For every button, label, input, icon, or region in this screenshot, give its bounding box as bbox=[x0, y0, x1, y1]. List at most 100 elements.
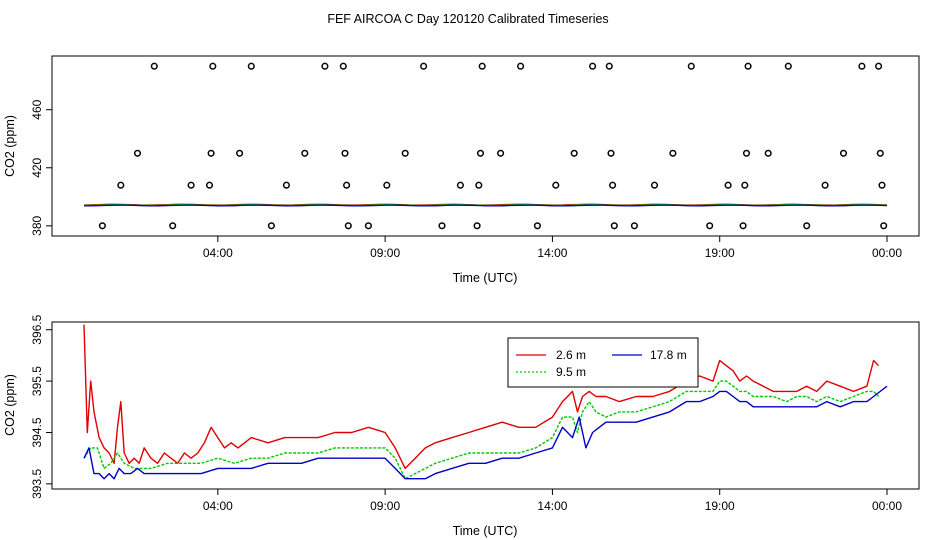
x-axis-title: Time (UTC) bbox=[453, 524, 518, 538]
series-line-9-5-m bbox=[83, 380, 880, 480]
legend-label-17-8m: 17.8 m bbox=[650, 348, 687, 362]
y-tick-label: 380 bbox=[30, 216, 44, 236]
standard-marker bbox=[282, 181, 290, 189]
x-tick-label: 09:00 bbox=[370, 246, 400, 260]
standard-marker bbox=[341, 149, 349, 157]
y-tick-label: 420 bbox=[30, 157, 44, 177]
standard-marker bbox=[650, 181, 659, 189]
x-tick-label: 19:00 bbox=[705, 499, 735, 513]
standard-marker bbox=[364, 222, 372, 230]
standard-marker bbox=[339, 62, 347, 70]
standard-marker bbox=[420, 62, 428, 70]
standard-marker bbox=[301, 149, 309, 157]
x-tick-label: 19:00 bbox=[705, 246, 735, 260]
standard-marker bbox=[473, 222, 481, 230]
standard-marker bbox=[321, 62, 329, 70]
x-tick-label: 00:00 bbox=[872, 499, 902, 513]
x-tick-label: 09:00 bbox=[370, 499, 400, 513]
standard-marker bbox=[784, 62, 792, 70]
standard-marker bbox=[98, 222, 106, 230]
standard-marker bbox=[744, 62, 752, 70]
y-axis-title: CO2 (ppm) bbox=[3, 115, 17, 177]
x-tick-label: 04:00 bbox=[203, 246, 233, 260]
standard-marker bbox=[630, 222, 638, 230]
series-lines bbox=[83, 203, 888, 207]
y-tick-label: 460 bbox=[30, 99, 44, 119]
standard-marker bbox=[669, 149, 677, 157]
standard-marker bbox=[383, 181, 391, 189]
x-tick-label: 04:00 bbox=[203, 499, 233, 513]
legend-label-2-6m: 2.6 m bbox=[556, 348, 586, 362]
standard-marker bbox=[687, 62, 695, 70]
standard-marker bbox=[187, 181, 195, 189]
standard-marker bbox=[205, 181, 214, 189]
standard-marker bbox=[880, 222, 888, 230]
standard-marker bbox=[209, 62, 217, 70]
standard-marker bbox=[724, 181, 732, 189]
x-axis: 04:00 09:00 14:00 19:00 00:00 bbox=[203, 489, 902, 513]
standard-marker bbox=[517, 62, 525, 70]
standard-marker bbox=[764, 149, 772, 157]
legend-label-9-5m: 9.5 m bbox=[556, 365, 586, 379]
standard-marker bbox=[169, 222, 177, 230]
x-tick-label: 14:00 bbox=[537, 499, 567, 513]
standard-marker bbox=[475, 181, 483, 189]
standard-marker bbox=[741, 181, 749, 189]
plot-frame bbox=[51, 321, 920, 490]
standard-marker bbox=[803, 222, 811, 230]
standard-marker bbox=[401, 149, 409, 157]
standard-marker bbox=[875, 62, 883, 70]
series-line-17-8-m bbox=[83, 204, 888, 207]
x-axis: 04:00 09:00 14:00 19:00 00:00 bbox=[203, 236, 902, 260]
standard-marker bbox=[133, 149, 142, 157]
y-axis-title: CO2 (ppm) bbox=[3, 374, 17, 436]
standard-marker bbox=[742, 149, 751, 157]
standard-marker bbox=[839, 149, 848, 157]
standard-marker bbox=[706, 222, 714, 230]
standard-marker bbox=[236, 149, 244, 157]
standard-marker bbox=[552, 181, 560, 189]
plot-frame bbox=[51, 55, 920, 237]
x-tick-label: 14:00 bbox=[537, 246, 567, 260]
standard-marker bbox=[267, 222, 275, 230]
series-line-17-8-m bbox=[83, 385, 888, 480]
standard-marker bbox=[478, 62, 486, 70]
standard-marker bbox=[610, 222, 618, 230]
standard-marker bbox=[207, 149, 215, 157]
standard-marker bbox=[150, 62, 158, 70]
standard-marker bbox=[609, 181, 617, 189]
standard-markers bbox=[98, 62, 888, 230]
standard-marker bbox=[858, 62, 866, 70]
standard-marker bbox=[589, 62, 597, 70]
standard-marker bbox=[607, 149, 615, 157]
standard-marker bbox=[117, 181, 125, 189]
standard-marker bbox=[821, 181, 829, 189]
legend: 2.6 m 9.5 m 17.8 m bbox=[507, 337, 699, 388]
series-lines bbox=[83, 324, 888, 480]
standard-marker bbox=[476, 149, 485, 157]
standard-marker bbox=[344, 222, 352, 230]
standard-marker bbox=[456, 181, 464, 189]
raw-ppm-panel: 04:00 09:00 14:00 19:00 00:00 380 420 460 Time… bbox=[3, 55, 920, 285]
standard-marker bbox=[876, 149, 884, 157]
standard-marker bbox=[739, 222, 747, 230]
standard-marker bbox=[438, 222, 446, 230]
y-tick-label: 394.5 bbox=[30, 417, 44, 447]
standard-marker bbox=[570, 149, 578, 157]
legend-box bbox=[507, 337, 699, 388]
figure-title: FEF AIRCOA C Day 120120 Calibrated Times… bbox=[327, 12, 608, 26]
standard-marker bbox=[497, 149, 505, 157]
standard-marker bbox=[605, 62, 613, 70]
x-tick-label: 00:00 bbox=[872, 246, 902, 260]
standard-marker bbox=[343, 181, 351, 189]
standard-marker bbox=[247, 62, 255, 70]
y-axis: 380 420 460 bbox=[30, 99, 52, 236]
standard-marker bbox=[878, 181, 886, 189]
x-axis-title: Time (UTC) bbox=[453, 271, 518, 285]
smoothed-ppm-panel: 04:00 09:00 14:00 19:00 00:00 393.5 394.5 395.… bbox=[3, 314, 920, 538]
y-tick-label: 395.5 bbox=[30, 366, 44, 396]
y-tick-label: 393.5 bbox=[30, 469, 44, 499]
series-line-2-6-m bbox=[83, 324, 880, 470]
y-axis: 393.5 394.5 395.5 396.5 bbox=[30, 314, 52, 499]
